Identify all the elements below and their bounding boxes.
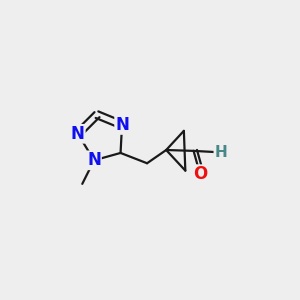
Text: O: O bbox=[193, 165, 207, 183]
Text: N: N bbox=[71, 125, 85, 143]
Text: N: N bbox=[87, 151, 101, 169]
Text: H: H bbox=[214, 145, 227, 160]
Text: N: N bbox=[115, 116, 129, 134]
